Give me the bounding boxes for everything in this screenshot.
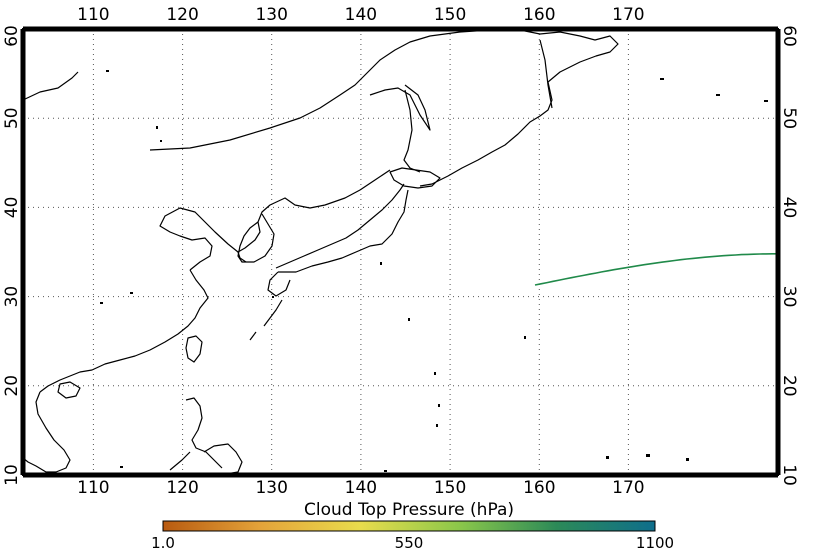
colorbar-title: Cloud Top Pressure (hPa) [304, 500, 514, 520]
cloud-track [534, 253, 778, 286]
lat-label-left-30: 30 [2, 286, 22, 308]
lat-label-left-40: 40 [2, 197, 22, 219]
coast-okhotsk [539, 39, 553, 109]
coast-magadan [369, 84, 431, 131]
lon-label-top-160: 160 [523, 5, 555, 25]
island-18 [716, 94, 720, 96]
coast-ryukyu [249, 299, 283, 341]
lon-label-bottom-130: 130 [255, 478, 287, 498]
island-4 [130, 292, 133, 294]
coast-kyushu [267, 271, 291, 297]
lat-label-right-10: 10 [779, 464, 799, 486]
island-17 [660, 78, 664, 80]
lon-label-top-150: 150 [434, 5, 466, 25]
colorbar-mid-label: 550 [395, 534, 424, 552]
coastlines [22, 29, 619, 475]
lat-label-right-60: 60 [779, 25, 799, 47]
island-12 [606, 456, 609, 459]
map-background [23, 29, 778, 475]
lon-label-top-110: 110 [77, 5, 109, 25]
colorbar-min-label: 1.0 [151, 534, 175, 552]
lat-label-left-10: 10 [2, 464, 22, 486]
coast-japan [275, 183, 409, 273]
coast-hainan [57, 381, 81, 399]
lon-label-top-130: 130 [255, 5, 287, 25]
lat-label-left-60: 60 [2, 25, 22, 47]
island-13 [646, 454, 650, 457]
lat-label-left-20: 20 [2, 375, 22, 397]
island-3 [160, 140, 162, 142]
lon-label-top-120: 120 [166, 5, 198, 25]
island-2 [156, 126, 158, 129]
lat-label-right-30: 30 [779, 286, 799, 308]
island-9 [438, 404, 440, 407]
coast-korea [237, 213, 275, 263]
island-6 [272, 296, 274, 298]
island-20 [380, 262, 382, 265]
lon-label-bottom-110: 110 [77, 478, 109, 498]
lon-labels-bottom: 110 120 130 140 150 160 170 [77, 478, 644, 498]
lon-label-bottom-150: 150 [434, 478, 466, 498]
coast-luzon [185, 397, 223, 469]
island-14 [686, 458, 689, 461]
cloud-track-layer [534, 253, 778, 286]
island-7 [408, 318, 410, 321]
coast-hokkaido [389, 167, 441, 189]
lon-label-bottom-120: 120 [166, 478, 198, 498]
lat-label-right-20: 20 [779, 375, 799, 397]
coast-russia-north [22, 29, 619, 187]
lon-label-top-140: 140 [345, 5, 377, 25]
coast-mainland-east [237, 169, 391, 263]
island-8 [434, 372, 436, 375]
lon-label-top-170: 170 [612, 5, 644, 25]
lon-label-bottom-170: 170 [612, 478, 644, 498]
colorbar-max-label: 1100 [636, 534, 674, 552]
coast-china-east [39, 269, 209, 393]
island-5 [100, 302, 103, 304]
coast-philippines-south [169, 443, 243, 475]
lat-labels-left: 10 20 30 40 50 60 [2, 25, 22, 486]
coast-bohai [159, 207, 239, 271]
lat-label-left-50: 50 [2, 107, 22, 129]
islands [100, 70, 768, 472]
lon-label-bottom-140: 140 [345, 478, 377, 498]
island-1 [106, 70, 109, 72]
coast-sakhalin [403, 89, 421, 173]
coast-taiwan [185, 335, 203, 363]
lon-labels-top: 110 120 130 140 150 160 170 [77, 5, 644, 25]
lat-label-right-40: 40 [779, 197, 799, 219]
island-19 [764, 100, 768, 102]
island-15 [384, 470, 387, 472]
island-16 [120, 466, 123, 468]
island-11 [524, 336, 526, 339]
graticule [23, 29, 778, 475]
lon-label-bottom-160: 160 [523, 478, 555, 498]
colorbar: Cloud Top Pressure (hPa) 1.0 550 1100 [151, 500, 674, 552]
colorbar-gradient [162, 520, 656, 532]
lat-labels-right: 10 20 30 40 50 60 [779, 25, 799, 486]
coast-indochina [22, 391, 71, 473]
lat-label-right-50: 50 [779, 107, 799, 129]
island-10 [436, 424, 438, 427]
